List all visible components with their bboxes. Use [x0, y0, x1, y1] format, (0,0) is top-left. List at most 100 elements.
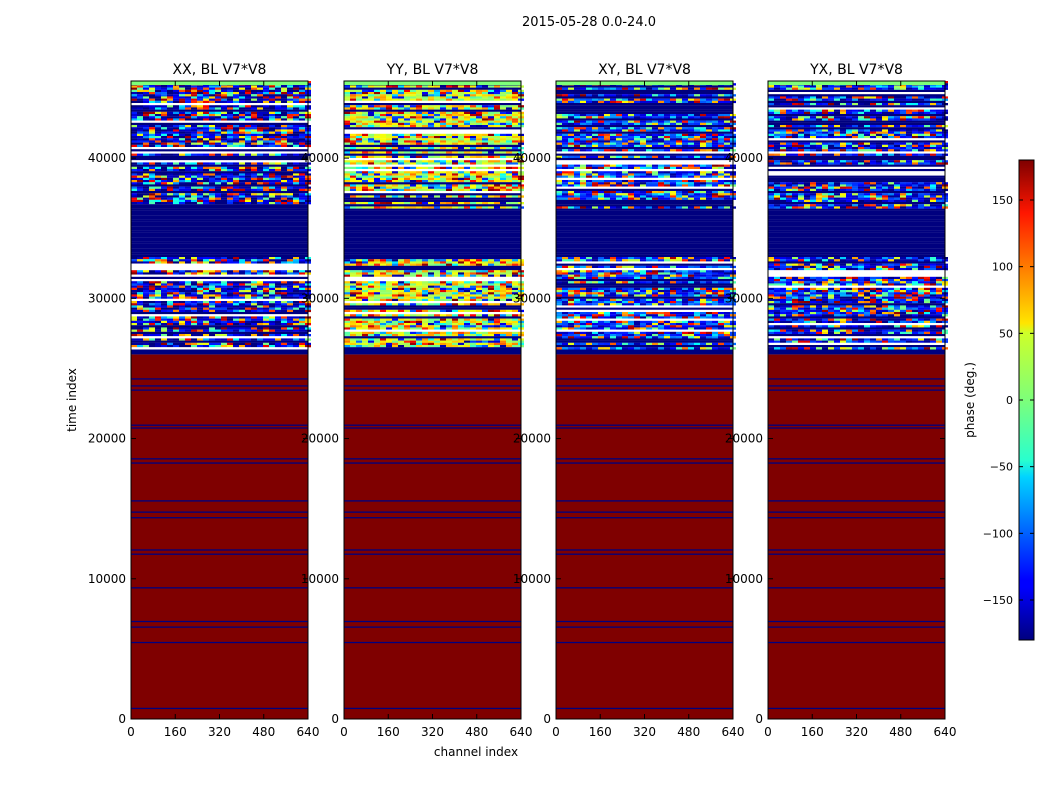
heatmap-cell [161, 182, 167, 185]
heatmap-cell [215, 175, 221, 178]
heatmap-cell [610, 171, 616, 174]
heatmap-cell [356, 107, 362, 110]
heatmap-cell [269, 118, 275, 121]
heatmap-cell [610, 94, 616, 97]
heatmap-cell [398, 96, 404, 99]
heatmap-cell [422, 281, 428, 284]
heatmap-cell [446, 263, 452, 266]
heatmap-cell [185, 329, 191, 332]
heatmap-blank-row [556, 158, 733, 161]
heatmap-cell [512, 125, 518, 128]
heatmap-cell [470, 147, 476, 150]
heatmap-cell [173, 94, 179, 97]
heatmap-cell [452, 340, 458, 343]
heatmap-cell [494, 162, 500, 165]
heatmap-cell [458, 92, 464, 95]
heatmap-cell [281, 138, 287, 141]
heatmap-flag-line [556, 517, 733, 519]
heatmap-cell [299, 133, 305, 137]
heatmap-cell [568, 116, 574, 119]
heatmap-cell [452, 142, 458, 145]
heatmap-cell [203, 261, 209, 264]
heatmap-cell [287, 100, 293, 104]
heatmap-cell [227, 133, 233, 137]
heatmap-cell [131, 270, 137, 273]
heatmap-cell [380, 107, 386, 110]
heatmap-cell [281, 92, 287, 95]
heatmap-cell [446, 296, 452, 299]
heatmap-cell [470, 114, 476, 117]
heatmap-cell [374, 138, 380, 141]
heatmap-blank-row [344, 232, 521, 236]
heatmap-cell [344, 206, 350, 209]
heatmap-cell [293, 153, 299, 156]
heatmap-cell [422, 309, 428, 313]
heatmap-cell [622, 166, 628, 170]
heatmap-cell [344, 274, 350, 277]
heatmap-cell [197, 98, 203, 101]
heatmap-cell [161, 294, 167, 297]
heatmap-cell [482, 107, 488, 110]
heatmap-cell [251, 92, 257, 95]
heatmap-flag-line [556, 553, 733, 555]
heatmap-cell [374, 186, 380, 189]
heatmap-cell [374, 323, 380, 326]
heatmap-cell [299, 114, 305, 117]
heatmap-cell [275, 136, 281, 139]
heatmap-cell [368, 323, 374, 326]
heatmap-cell [446, 202, 452, 205]
heatmap-cell [416, 294, 422, 297]
heatmap-cell [203, 294, 209, 297]
heatmap-cell [251, 129, 257, 132]
heatmap-cell [428, 166, 434, 170]
heatmap-cell [700, 171, 706, 174]
heatmap-cell [245, 294, 251, 297]
heatmap-cell [287, 140, 293, 143]
heatmap-cell [257, 334, 263, 337]
heatmap-cell [422, 94, 428, 97]
heatmap-cell [482, 296, 488, 299]
heatmap-cell [293, 173, 299, 176]
heatmap-cell [209, 166, 215, 170]
heatmap-cell [628, 94, 634, 97]
heatmap-blank-row [556, 169, 733, 172]
heatmap-cell [131, 142, 137, 145]
heatmap-cell [416, 292, 422, 295]
heatmap-cell [233, 144, 239, 148]
heatmap-cell [362, 287, 368, 291]
heatmap-cell [494, 303, 500, 306]
heatmap-cell [712, 138, 718, 141]
heatmap-cell [416, 283, 422, 286]
heatmap-cell [398, 318, 404, 321]
heatmap-cell [239, 166, 245, 170]
heatmap-cell [458, 345, 464, 348]
heatmap-cell [209, 193, 215, 196]
heatmap-cell [428, 180, 434, 183]
heatmap-cell [287, 285, 293, 288]
heatmap-cell [410, 281, 416, 284]
heatmap-cell [446, 285, 452, 288]
heatmap-cell [398, 281, 404, 284]
heatmap-cell [440, 298, 446, 302]
heatmap-cell [428, 133, 434, 137]
heatmap-cell [374, 111, 380, 115]
heatmap-cell [512, 285, 518, 288]
heatmap-cell [440, 140, 446, 143]
heatmap-cell [470, 345, 476, 348]
heatmap-cell [482, 114, 488, 117]
heatmap-cell [488, 105, 494, 108]
heatmap-cell [506, 125, 512, 128]
heatmap-cell [410, 184, 416, 187]
heatmap-cell [257, 85, 263, 88]
heatmap-cell [374, 107, 380, 110]
heatmap-flag-line [131, 620, 308, 623]
heatmap-cell [245, 118, 251, 121]
heatmap-cell [179, 173, 185, 176]
heatmap-cell [350, 259, 356, 262]
heatmap-cell [452, 323, 458, 326]
heatmap-cell [161, 199, 167, 203]
heatmap-cell [512, 331, 518, 335]
heatmap-cell [221, 290, 227, 293]
heatmap-cell [562, 129, 568, 132]
heatmap-cell [386, 160, 392, 163]
